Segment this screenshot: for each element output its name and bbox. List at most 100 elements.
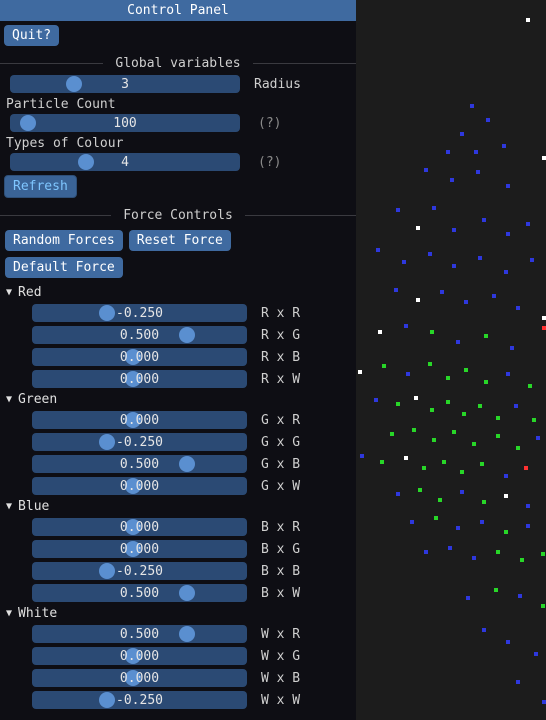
force-label: R x R xyxy=(247,306,317,321)
radius-slider[interactable]: 3 xyxy=(10,75,240,93)
particle xyxy=(504,270,508,274)
force-slider-white-0[interactable]: 0.500 xyxy=(32,625,247,643)
force-slider-white-1[interactable]: 0.000 xyxy=(32,647,247,665)
force-slider-blue-2[interactable]: -0.250 xyxy=(32,562,247,580)
force-row: 0.000B x G xyxy=(0,538,356,560)
force-slider-red-2[interactable]: 0.000 xyxy=(32,348,247,366)
particle xyxy=(378,330,382,334)
force-slider-green-2[interactable]: 0.500 xyxy=(32,455,247,473)
particle xyxy=(430,330,434,334)
particle xyxy=(480,520,484,524)
particle xyxy=(504,474,508,478)
force-label: R x G xyxy=(247,328,317,343)
particle xyxy=(450,178,454,182)
force-value: 0.500 xyxy=(32,457,247,472)
expander-white[interactable]: White xyxy=(0,604,356,623)
force-label: W x B xyxy=(247,671,317,686)
force-row: -0.250G x G xyxy=(0,431,356,453)
particle xyxy=(526,504,530,508)
globals-header-label: Global variables xyxy=(103,56,252,71)
particle xyxy=(464,300,468,304)
force-value: 0.500 xyxy=(32,586,247,601)
types-slider[interactable]: 4 xyxy=(10,153,240,171)
particle xyxy=(358,370,362,374)
particle xyxy=(416,298,420,302)
particle xyxy=(506,372,510,376)
particle xyxy=(526,524,530,528)
particle xyxy=(472,556,476,560)
particle xyxy=(394,288,398,292)
particle-count-slider[interactable]: 100 xyxy=(10,114,240,132)
types-help[interactable]: (?) xyxy=(248,155,281,170)
particle xyxy=(478,256,482,260)
force-slider-red-3[interactable]: 0.000 xyxy=(32,370,247,388)
particle xyxy=(440,290,444,294)
particle xyxy=(536,436,540,440)
force-slider-blue-1[interactable]: 0.000 xyxy=(32,540,247,558)
random-forces-button[interactable]: Random Forces xyxy=(5,230,123,251)
force-slider-white-2[interactable]: 0.000 xyxy=(32,669,247,687)
particle xyxy=(516,680,520,684)
force-label: B x R xyxy=(247,520,317,535)
force-slider-blue-0[interactable]: 0.000 xyxy=(32,518,247,536)
particle xyxy=(404,456,408,460)
particle xyxy=(406,372,410,376)
force-value: -0.250 xyxy=(32,693,247,708)
force-row: 0.000W x G xyxy=(0,645,356,667)
particle xyxy=(422,466,426,470)
particle xyxy=(516,446,520,450)
expander-red[interactable]: Red xyxy=(0,283,356,302)
particle xyxy=(460,470,464,474)
particle xyxy=(428,252,432,256)
particle xyxy=(472,442,476,446)
force-slider-green-0[interactable]: 0.000 xyxy=(32,411,247,429)
particle-count-help[interactable]: (?) xyxy=(248,116,281,131)
particle xyxy=(424,168,428,172)
force-slider-blue-3[interactable]: 0.500 xyxy=(32,584,247,602)
force-row: -0.250W x W xyxy=(0,689,356,711)
particle xyxy=(390,432,394,436)
particle xyxy=(438,498,442,502)
expander-green[interactable]: Green xyxy=(0,390,356,409)
particle xyxy=(482,500,486,504)
particle xyxy=(456,526,460,530)
particle xyxy=(528,384,532,388)
particle xyxy=(482,218,486,222)
force-slider-green-3[interactable]: 0.000 xyxy=(32,477,247,495)
force-row: 0.000W x B xyxy=(0,667,356,689)
particle xyxy=(452,430,456,434)
particle xyxy=(396,208,400,212)
reset-force-button[interactable]: Reset Force xyxy=(129,230,231,251)
particle xyxy=(414,396,418,400)
particle xyxy=(396,402,400,406)
force-slider-green-1[interactable]: -0.250 xyxy=(32,433,247,451)
force-slider-red-1[interactable]: 0.500 xyxy=(32,326,247,344)
force-label: G x R xyxy=(247,413,317,428)
particle xyxy=(374,398,378,402)
particle xyxy=(526,18,530,22)
simulation-canvas xyxy=(356,0,546,720)
particle xyxy=(360,454,364,458)
force-value: -0.250 xyxy=(32,435,247,450)
control-panel: Control Panel Quit? Global variables 3 R… xyxy=(0,0,356,720)
particle xyxy=(456,340,460,344)
refresh-button[interactable]: Refresh xyxy=(4,175,77,198)
particle xyxy=(418,488,422,492)
radius-value: 3 xyxy=(10,77,240,92)
force-label: B x G xyxy=(247,542,317,557)
particle xyxy=(396,492,400,496)
force-label: W x G xyxy=(247,649,317,664)
expander-blue[interactable]: Blue xyxy=(0,497,356,516)
particle xyxy=(380,460,384,464)
force-label: G x G xyxy=(247,435,317,450)
quit-button[interactable]: Quit? xyxy=(4,25,59,46)
particle xyxy=(484,380,488,384)
force-slider-red-0[interactable]: -0.250 xyxy=(32,304,247,322)
particle xyxy=(432,206,436,210)
force-slider-white-3[interactable]: -0.250 xyxy=(32,691,247,709)
particle xyxy=(442,460,446,464)
default-force-button[interactable]: Default Force xyxy=(5,257,123,278)
particle xyxy=(541,604,545,608)
particle xyxy=(434,516,438,520)
particle xyxy=(424,550,428,554)
